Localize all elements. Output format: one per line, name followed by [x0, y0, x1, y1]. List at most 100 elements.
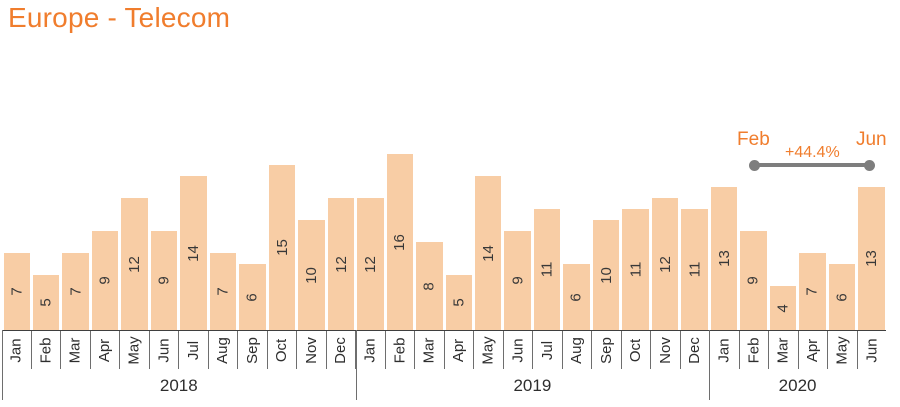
bar-value-label: 6: [833, 292, 851, 302]
month-label: Jul: [184, 340, 202, 360]
month-tick-cell: Feb: [32, 331, 61, 369]
bar-slot: 14: [474, 140, 503, 330]
bar-slot: 11: [621, 140, 650, 330]
bar: 5: [32, 275, 60, 330]
month-tick-cell: Mar: [769, 331, 799, 369]
bar-slot: 8: [415, 140, 444, 330]
month-label: Sep: [597, 336, 615, 364]
bar: 6: [828, 264, 856, 330]
month-label: Feb: [37, 337, 55, 363]
bar: 13: [858, 187, 885, 330]
month-tick-cell: Nov: [297, 331, 327, 369]
bar-value-label: 9: [96, 276, 114, 285]
bar-slot: 6: [827, 140, 856, 330]
month-tick-cell: Jun: [150, 331, 179, 369]
bar-value-label: 10: [302, 266, 320, 284]
month-label: Aug: [568, 336, 586, 364]
bar: 12: [327, 198, 355, 330]
year-divider: [2, 330, 3, 400]
bar-value-label: 7: [67, 287, 85, 296]
bar-value-label: 14: [479, 244, 497, 262]
bar-slot: 12: [356, 140, 385, 330]
bar: 9: [504, 231, 531, 330]
bar-value-label: 14: [185, 244, 203, 262]
bar-value-label: 11: [538, 261, 556, 278]
month-label: Nov: [302, 336, 320, 364]
month-label: Jan: [715, 337, 733, 363]
bar-slot: 12: [326, 140, 355, 330]
year-divider: [355, 330, 357, 400]
bar-value-label: 5: [450, 298, 468, 307]
bar-slot: 13: [709, 140, 738, 330]
bar: 11: [681, 209, 708, 330]
bar: 6: [239, 264, 266, 330]
bar-slot: 15: [267, 140, 296, 330]
month-label: Dec: [686, 336, 704, 364]
month-label: Jan: [7, 337, 25, 363]
bar-value-label: 12: [361, 255, 379, 273]
month-tick-cell: Dec: [327, 331, 356, 369]
month-tick-cell: Sep: [592, 331, 622, 369]
bar-slot: 9: [149, 140, 178, 330]
bar-value-label: 11: [686, 261, 704, 278]
bar: 12: [121, 198, 148, 330]
bar-slot: 12: [650, 140, 679, 330]
month-label: Feb: [391, 337, 409, 363]
annotation-end-label: Jun: [855, 129, 887, 150]
month-label: Sep: [243, 336, 261, 364]
bar-value-label: 9: [744, 276, 762, 285]
bar: 7: [3, 253, 30, 330]
bar-slot: 10: [591, 140, 620, 330]
month-label: Oct: [627, 338, 645, 362]
year-label: 2020: [778, 376, 817, 395]
month-tick-cell: Jul: [179, 331, 209, 369]
chart-title: Europe - Telecom: [8, 2, 231, 33]
month-tick-cell: Feb: [740, 331, 769, 369]
bar-slot: 9: [90, 140, 119, 330]
bar-value-label: 12: [656, 255, 674, 273]
bar-slot: 7: [798, 140, 827, 330]
bar: 12: [651, 198, 679, 330]
month-tick-cell: Apr: [799, 331, 828, 369]
bar-value-label: 12: [332, 255, 350, 273]
bar-slot: 6: [238, 140, 267, 330]
month-label: May: [125, 335, 143, 365]
bar: 14: [475, 176, 502, 330]
bar-value-label: 9: [509, 276, 527, 285]
bar-value-label: 11: [627, 261, 645, 278]
annotation-start-dot: [749, 159, 761, 171]
bar-value-label: 4: [774, 303, 792, 313]
month-label: Jun: [863, 337, 881, 363]
month-label: Aug: [214, 336, 232, 364]
month-tick-cell: Nov: [651, 331, 681, 369]
month-label: Mar: [774, 337, 792, 363]
month-tick-cell: Apr: [445, 331, 474, 369]
month-label: Mar: [66, 337, 84, 363]
bar: 7: [62, 253, 89, 330]
month-label: Apr: [804, 338, 822, 362]
bar: 10: [298, 220, 325, 330]
month-tick-cell: Jul: [533, 331, 563, 369]
annotation-delta-label: +44.4%: [784, 144, 840, 161]
bar-slot: 5: [31, 140, 60, 330]
annotation-line: [749, 159, 876, 171]
bar: 11: [533, 209, 561, 330]
bar-slot: 16: [385, 140, 414, 330]
bar-slot: 9: [739, 140, 768, 330]
bar-slot: 13: [857, 140, 886, 330]
bar-slot: 5: [444, 140, 473, 330]
month-label: Apr: [450, 338, 468, 362]
month-label: Nov: [656, 336, 674, 364]
month-tick-cell: May: [474, 331, 504, 369]
month-label: Mar: [420, 337, 438, 363]
bar-slot: 9: [503, 140, 532, 330]
bar-slot: 12: [120, 140, 149, 330]
bar: 11: [622, 209, 649, 330]
month-label: Oct: [273, 338, 291, 362]
month-tick-cell: Oct: [268, 331, 297, 369]
bar: 13: [710, 187, 738, 330]
month-tick-cell: Jan: [356, 331, 386, 369]
bar-value-label: 7: [803, 287, 821, 296]
bar-value-label: 13: [715, 250, 733, 267]
